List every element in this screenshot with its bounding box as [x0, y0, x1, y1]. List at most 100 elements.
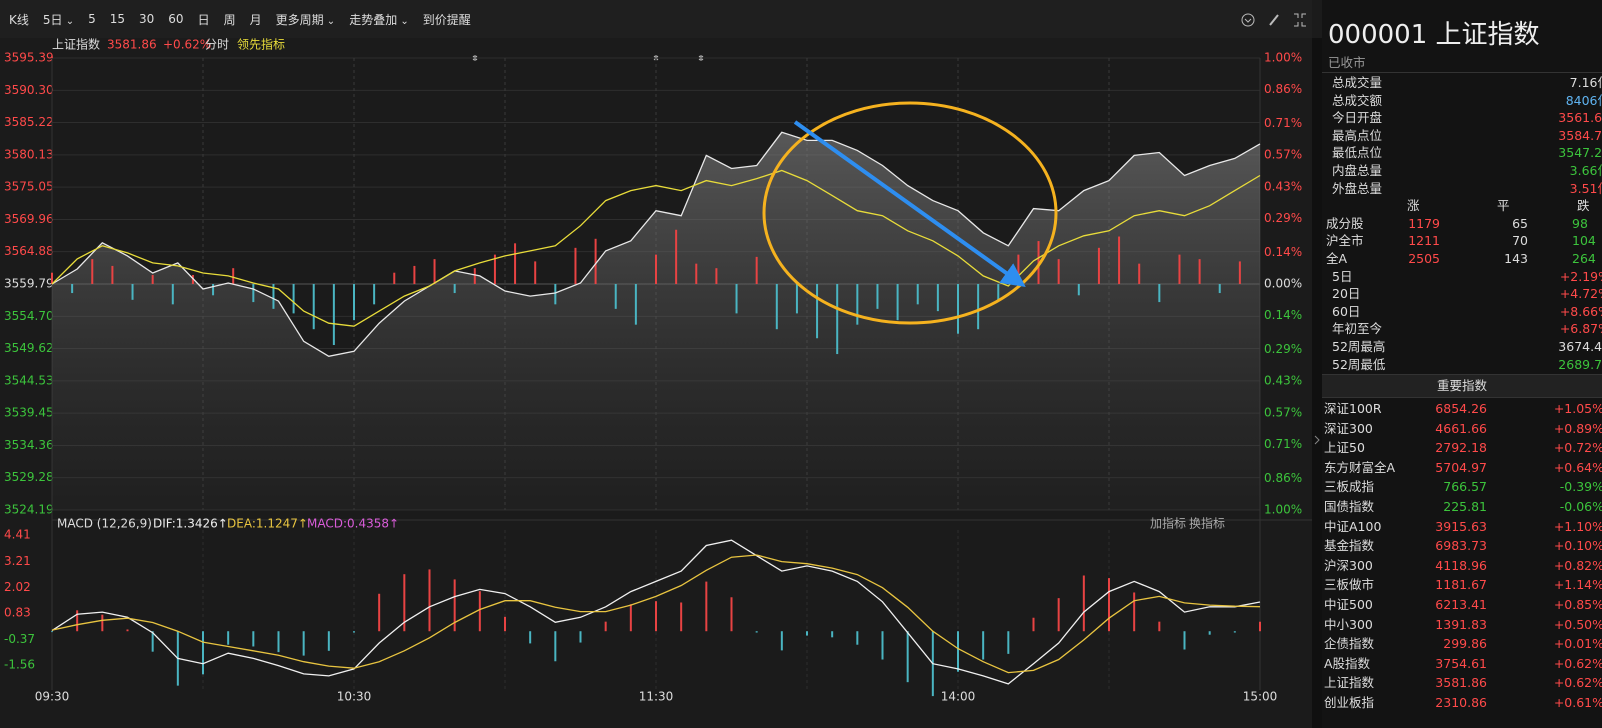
index-name: 国债指数 [1324, 499, 1375, 514]
y-tick-label: 3580.13 [4, 147, 54, 161]
quote-code: 000001 [1328, 20, 1428, 50]
bar [51, 631, 53, 633]
legend-price: 3581.86 [107, 38, 157, 52]
tool-item[interactable]: 周 [223, 12, 236, 27]
y-tick-label: 3554.70 [4, 309, 54, 323]
bar [433, 259, 436, 284]
index-row[interactable]: 企债指数 299.86 +0.01% [1322, 634, 1602, 653]
index-row[interactable]: 国债指数 225.81 -0.06% [1322, 497, 1602, 516]
index-row[interactable]: 三板做市 1181.67 +1.14% [1322, 575, 1602, 594]
bar [403, 574, 406, 632]
stat-value: 3.66亿 [1569, 163, 1602, 178]
index-row[interactable]: 东方财富全A 5704.97 +0.64% [1322, 458, 1602, 477]
stat-label: 最高点位 [1332, 127, 1383, 143]
y-tick-label: 3590.30 [4, 83, 54, 97]
bar [1178, 254, 1181, 284]
bar [780, 631, 783, 651]
tool-item[interactable]: 日 [197, 12, 210, 27]
legend-change: +0.62% [163, 38, 211, 52]
bar [554, 631, 557, 662]
stat-row: 外盘总量 3.51亿 [1322, 180, 1602, 197]
index-row[interactable]: 中小300 1391.83 +0.50% [1322, 615, 1602, 634]
bar [916, 284, 919, 305]
bar [1138, 263, 1141, 284]
quote-status: 已收市 [1328, 55, 1366, 70]
bar [353, 631, 355, 633]
tool-item[interactable]: 15 [109, 12, 125, 26]
return-value: +8.66% [1559, 303, 1602, 319]
tool-item[interactable]: 5 [88, 12, 96, 26]
index-row[interactable]: 深证100R 6854.26 +1.05% [1322, 399, 1602, 418]
index-name: 基金指数 [1324, 538, 1375, 554]
index-name: 上证50 [1324, 440, 1365, 456]
bar [594, 238, 597, 284]
indicator-button[interactable]: 加指标 [1150, 516, 1186, 531]
bar [504, 616, 506, 632]
quote-title: 000001 上证指数 [1328, 14, 1540, 51]
bar [473, 268, 476, 284]
bar [1032, 617, 1035, 632]
bar [634, 284, 637, 325]
stat-row: 内盘总量 3.66亿 [1322, 162, 1602, 179]
bar [936, 284, 939, 312]
index-row[interactable]: 深证300 4661.66 +0.89% [1322, 419, 1602, 438]
tool-item[interactable]: 月 [249, 12, 262, 27]
index-row[interactable]: 沪深300 4118.96 +0.82% [1322, 556, 1602, 575]
bar [232, 268, 235, 284]
bar [327, 631, 330, 651]
index-row[interactable]: A股指数 3754.61 +0.62% [1322, 654, 1602, 673]
index-change: +0.01% [1553, 636, 1602, 652]
index-row[interactable]: 中证A100 3915.63 +1.10% [1322, 517, 1602, 536]
tool-item[interactable]: 30 [139, 12, 155, 26]
bar [227, 631, 230, 645]
return-label: 52周最高 [1332, 339, 1386, 354]
quote-name: 上证指数 [1435, 20, 1540, 50]
index-row[interactable]: 创业板指 2310.86 +0.61% [1322, 693, 1602, 712]
index-value: 3915.63 [1435, 518, 1487, 534]
index-value: 1181.67 [1435, 577, 1487, 593]
index-change: +0.62% [1553, 675, 1602, 691]
stat-value: 3547.25 [1558, 145, 1602, 161]
tool-item[interactable]: 到价提醒 [422, 12, 471, 27]
bar [705, 581, 708, 632]
stat-row: 最高点位 3584.73 [1322, 127, 1602, 144]
tool-item[interactable]: 60 [168, 12, 184, 26]
breadth-row: 沪全市 1211 70 104 [1322, 232, 1602, 249]
return-label: 20日 [1332, 286, 1361, 302]
tool-item[interactable]: 5日 [43, 11, 74, 28]
index-row[interactable]: 上证50 2792.18 +0.72% [1322, 438, 1602, 457]
stat-value: 3584.73 [1558, 127, 1602, 143]
bar [755, 631, 758, 633]
bar [252, 631, 255, 647]
indicator-button[interactable]: 换指标 [1189, 516, 1225, 531]
bar [428, 569, 431, 632]
index-change: -0.06% [1559, 499, 1602, 514]
tool-item[interactable]: 走势叠加 [349, 11, 409, 28]
index-row[interactable]: 三板成指 766.57 -0.39% [1322, 477, 1602, 496]
y2-tick-label: 0.43% [1264, 179, 1302, 193]
return-label: 60日 [1332, 303, 1361, 319]
bar [353, 284, 355, 321]
bar [675, 229, 678, 284]
x-tick-label: 15:00 [1243, 690, 1278, 704]
breadth-flat: 65 [1512, 215, 1528, 231]
bar [493, 254, 496, 284]
toolbar-icons[interactable] [1241, 13, 1306, 27]
tool-item[interactable]: 更多周期 [276, 11, 336, 28]
y2-tick-label: 0.57% [1264, 405, 1302, 419]
index-row[interactable]: 基金指数 6983.73 +0.10% [1322, 536, 1602, 555]
y-tick-label: -0.37 [4, 632, 35, 646]
y2-tick-label: 0.71% [1264, 116, 1302, 130]
splitter[interactable] [1312, 38, 1322, 728]
bar [816, 284, 819, 339]
bar [755, 256, 758, 284]
index-row[interactable]: 中证500 6213.41 +0.85% [1322, 595, 1602, 614]
tool-item[interactable]: K线 [9, 12, 29, 27]
y-tick-label: 3564.88 [4, 244, 54, 258]
index-value: 3754.61 [1435, 655, 1487, 671]
legend-entry: DEA:1.1247↑ [227, 517, 308, 531]
index-row[interactable]: 上证指数 3581.86 +0.62% [1322, 673, 1602, 692]
bar [680, 602, 683, 632]
breadth-flat: 70 [1512, 233, 1528, 249]
return-value: +4.72% [1559, 286, 1602, 302]
